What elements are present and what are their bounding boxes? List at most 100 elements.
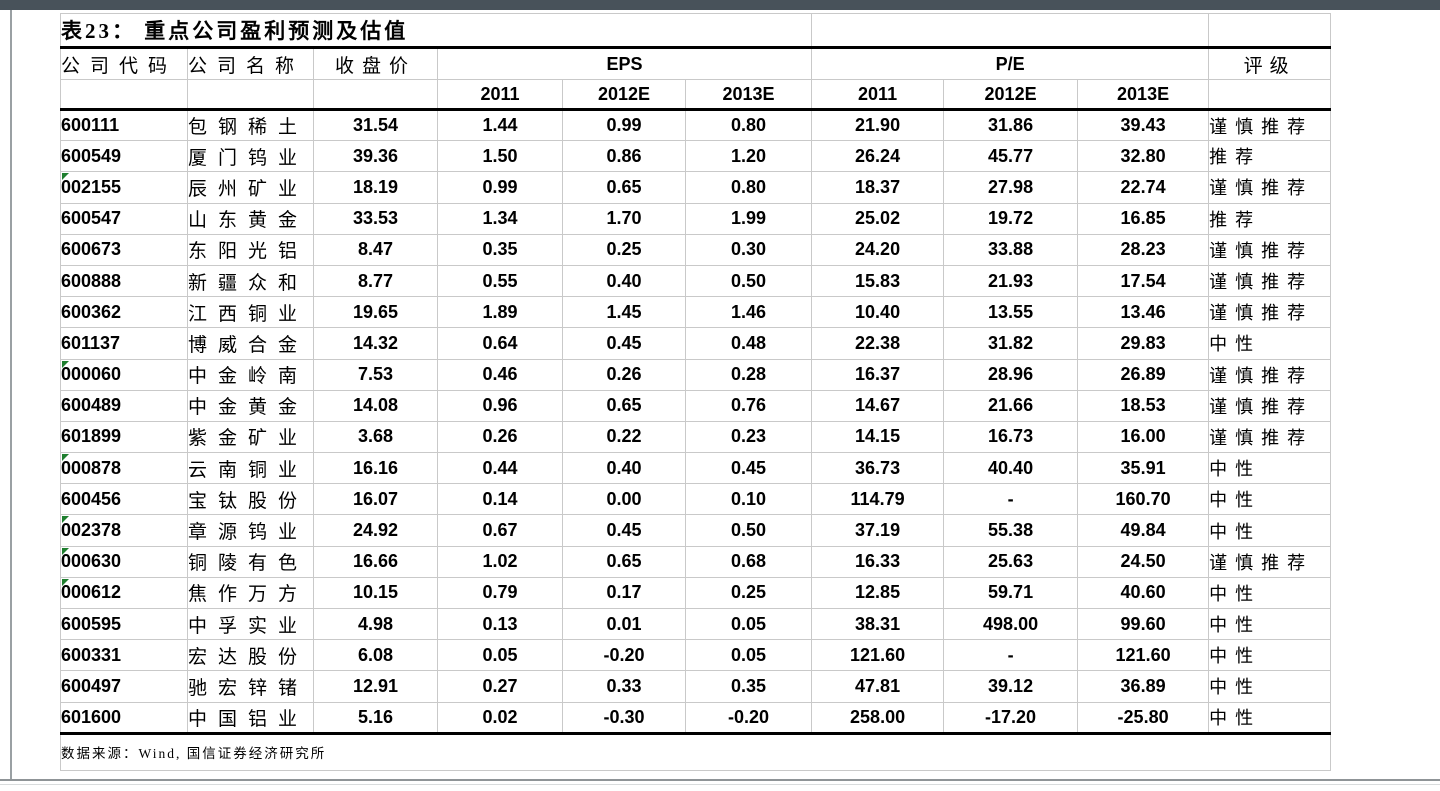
col-header-pe-2012e: 2012E (943, 79, 1079, 111)
cell-pe-2013e: 16.85 (1077, 202, 1210, 235)
cell-eps-2011: 0.79 (437, 576, 563, 610)
company-code-text: 600888 (61, 270, 122, 291)
table-row: 600549 厦门钨业 39.36 1.50 0.86 1.20 26.24 4… (60, 140, 1332, 173)
table-row: 000612 焦作万方 10.15 0.79 0.17 0.25 12.85 5… (60, 576, 1332, 610)
col-header-close: 收盘价 (313, 47, 438, 80)
cell-company-name: 铜陵有色 (187, 545, 314, 578)
cell-pe-2013e: 29.83 (1077, 327, 1210, 360)
cell-company-code: 600489 (60, 389, 188, 422)
flag-triangle-icon (62, 547, 69, 555)
col-header-eps-2013e: 2013E (684, 79, 813, 111)
cell-pe-2011: 15.83 (811, 264, 945, 298)
flag-triangle-icon (62, 516, 69, 524)
cell-eps-2013e: 1.20 (684, 140, 813, 173)
cell-rating: 谨慎推荐 (1208, 545, 1332, 578)
cell-rating: 谨慎推荐 (1208, 296, 1332, 329)
cell-eps-2012e: 0.25 (562, 233, 686, 266)
cell-eps-2013e: 0.50 (684, 264, 813, 298)
col-header-eps-2012e: 2012E (562, 79, 686, 111)
cell-pe-2011: 14.15 (811, 420, 945, 454)
empty-cell (187, 79, 314, 111)
cell-close-price: 7.53 (313, 358, 438, 391)
cell-eps-2013e: 0.68 (684, 545, 813, 578)
cell-pe-2013e: 35.91 (1077, 452, 1210, 485)
cell-close-price: 5.16 (313, 701, 438, 735)
cell-eps-2013e: 0.35 (684, 670, 813, 703)
cell-company-code: 600549 (60, 140, 188, 173)
cell-pe-2012e: 21.66 (943, 389, 1079, 422)
cell-company-code: 600888 (60, 264, 188, 298)
company-code-text: 600595 (61, 613, 122, 634)
cell-rating: 谨慎推荐 (1208, 358, 1332, 391)
cell-eps-2011: 0.64 (437, 327, 563, 360)
cell-eps-2012e: 0.65 (562, 389, 686, 422)
cell-pe-2012e: 21.93 (943, 264, 1079, 298)
table-row: 600595 中孚实业 4.98 0.13 0.01 0.05 38.31 49… (60, 607, 1332, 641)
bottom-divider-line (0, 779, 1440, 781)
cell-pe-2012e: -17.20 (943, 701, 1079, 735)
cell-company-code: 002155 (60, 171, 188, 204)
cell-eps-2011: 0.96 (437, 389, 563, 422)
table-row: 600362 江西铜业 19.65 1.89 1.45 1.46 10.40 1… (60, 296, 1332, 329)
cell-pe-2012e: 45.77 (943, 140, 1079, 173)
col-header-eps-2011: 2011 (437, 79, 563, 111)
cell-close-price: 3.68 (313, 420, 438, 454)
cell-company-name: 中孚实业 (187, 607, 314, 641)
company-code-text: 600362 (61, 301, 122, 322)
cell-pe-2013e: 28.23 (1077, 233, 1210, 266)
cell-close-price: 4.98 (313, 607, 438, 641)
col-group-pe: P/E (811, 47, 1210, 80)
cell-pe-2012e: - (943, 483, 1079, 516)
cell-pe-2013e: 36.89 (1077, 670, 1210, 703)
cell-pe-2011: 36.73 (811, 452, 945, 485)
cell-pe-2012e: 55.38 (943, 514, 1079, 547)
cell-company-code: 601899 (60, 420, 188, 454)
company-code-text: 600673 (61, 239, 122, 260)
cell-rating: 中性 (1208, 327, 1332, 360)
cell-pe-2013e: 121.60 (1077, 639, 1210, 672)
cell-eps-2011: 1.89 (437, 296, 563, 329)
cell-rating: 谨慎推荐 (1208, 233, 1332, 266)
cell-eps-2011: 1.50 (437, 140, 563, 173)
cell-pe-2012e: 31.86 (943, 108, 1079, 142)
cell-company-code: 601137 (60, 327, 188, 360)
cell-eps-2012e: 1.45 (562, 296, 686, 329)
company-code-text: 002378 (61, 520, 122, 541)
cell-rating: 谨慎推荐 (1208, 108, 1332, 142)
cell-eps-2012e: -0.20 (562, 639, 686, 672)
company-code-text: 600547 (61, 208, 122, 229)
company-code-text: 000612 (61, 582, 122, 603)
company-code-text: 601137 (61, 332, 121, 353)
cell-close-price: 12.91 (313, 670, 438, 703)
cell-rating: 中性 (1208, 452, 1332, 485)
table-row: 600111 包钢稀土 31.54 1.44 0.99 0.80 21.90 3… (60, 108, 1332, 142)
cell-eps-2013e: 0.76 (684, 389, 813, 422)
cell-pe-2011: 16.37 (811, 358, 945, 391)
table-row: 600888 新疆众和 8.77 0.55 0.40 0.50 15.83 21… (60, 264, 1332, 298)
cell-company-name: 博威合金 (187, 327, 314, 360)
cell-company-code: 000612 (60, 576, 188, 610)
flag-triangle-icon (62, 578, 69, 586)
cell-company-code: 601600 (60, 701, 188, 735)
cell-rating: 中性 (1208, 514, 1332, 547)
cell-company-name: 东阳光铝 (187, 233, 314, 266)
cell-close-price: 14.08 (313, 389, 438, 422)
cell-pe-2012e: 33.88 (943, 233, 1079, 266)
cell-rating: 中性 (1208, 483, 1332, 516)
cell-rating: 中性 (1208, 670, 1332, 703)
cell-company-name: 云南铜业 (187, 452, 314, 485)
cell-company-name: 宝钛股份 (187, 483, 314, 516)
cell-pe-2012e: 31.82 (943, 327, 1079, 360)
cell-eps-2013e: 0.80 (684, 171, 813, 204)
company-code-text: 000630 (61, 551, 122, 572)
table-row: 601600 中国铝业 5.16 0.02 -0.30 -0.20 258.00… (60, 701, 1332, 735)
cell-eps-2011: 0.02 (437, 701, 563, 735)
cell-pe-2011: 22.38 (811, 327, 945, 360)
cell-company-name: 中金黄金 (187, 389, 314, 422)
cell-eps-2013e: 0.25 (684, 576, 813, 610)
cell-eps-2012e: 0.26 (562, 358, 686, 391)
company-code-text: 600111 (61, 115, 120, 136)
company-code-text: 600497 (61, 675, 122, 696)
cell-pe-2011: 21.90 (811, 108, 945, 142)
flag-triangle-icon (62, 173, 69, 181)
